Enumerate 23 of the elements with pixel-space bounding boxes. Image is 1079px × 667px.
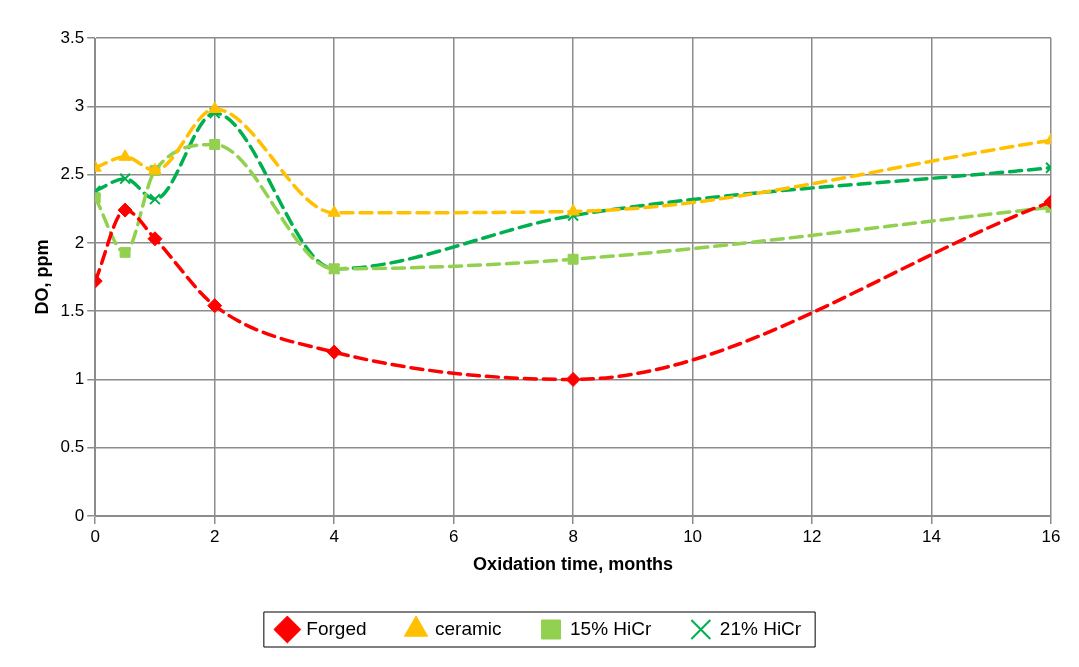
y-tick-label: 0 xyxy=(74,505,85,525)
x-tick-label: 2 xyxy=(209,526,220,546)
x-tick-label: 8 xyxy=(568,526,578,546)
x-tick-label: 0 xyxy=(90,526,100,546)
x-tick-label: 10 xyxy=(683,526,703,546)
legend-label: 15% HiCr xyxy=(570,617,653,639)
legend-label: 21% HiCr xyxy=(719,617,802,639)
y-axis-title: DO, ppm xyxy=(31,239,52,315)
y-tick-label: 3 xyxy=(74,95,85,115)
legend-label: ceramic xyxy=(435,617,502,639)
legend-label: Forged xyxy=(306,617,367,639)
x-axis-title: Oxidation time, months xyxy=(473,554,674,575)
x-tick-label: 16 xyxy=(1041,526,1061,546)
y-tick-label: 1.5 xyxy=(60,300,85,320)
y-tick-label: 0.5 xyxy=(60,437,85,457)
y-tick-label: 2.5 xyxy=(60,164,85,184)
y-tick-label: 2 xyxy=(74,232,85,252)
x-tick-label: 6 xyxy=(448,526,459,546)
y-tick-label: 3.5 xyxy=(60,27,85,47)
x-tick-label: 14 xyxy=(922,526,941,546)
y-tick-label: 1 xyxy=(74,369,85,389)
x-tick-label: 12 xyxy=(802,526,822,546)
x-tick-label: 4 xyxy=(329,526,339,546)
